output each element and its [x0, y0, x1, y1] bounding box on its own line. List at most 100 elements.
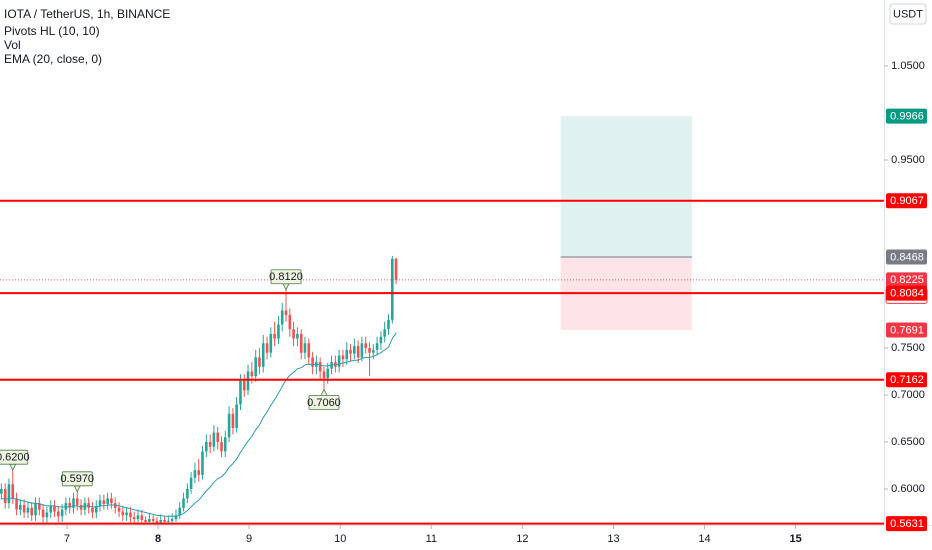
stop-tag-bg	[886, 322, 927, 338]
level-tag-bg	[886, 285, 927, 301]
candle-body	[53, 505, 56, 512]
y-tick-label: 1.0500	[891, 60, 925, 72]
x-tick-label: 12	[516, 533, 528, 545]
candle-body	[375, 343, 379, 350]
candle-body	[178, 507, 182, 516]
x-tick-label: 10	[334, 533, 346, 545]
candle-body	[193, 470, 197, 478]
x-tick-label: 15	[790, 533, 802, 545]
y-tick-label: 0.6000	[891, 483, 925, 495]
candle-body	[56, 511, 60, 517]
candle-body	[98, 500, 102, 506]
candle-body	[129, 512, 132, 518]
candle-body	[292, 329, 295, 339]
candle-body	[7, 484, 11, 504]
candle-body	[364, 343, 368, 348]
candle-body	[273, 333, 276, 339]
entry-tag-bg	[886, 249, 927, 265]
candle-body	[34, 503, 37, 516]
x-tick-label: 11	[426, 533, 437, 545]
x-tick-label: 13	[607, 533, 619, 545]
target-zone	[560, 116, 692, 258]
candle-body	[205, 441, 208, 452]
currency-button[interactable]	[889, 3, 927, 25]
pivot-box	[270, 269, 302, 285]
candle-body	[72, 498, 75, 508]
candle-body	[345, 349, 349, 360]
candle-body	[208, 441, 212, 447]
candle-body	[311, 357, 314, 367]
candle-body	[212, 432, 216, 447]
candle-body	[387, 319, 390, 330]
candle-body	[201, 451, 204, 475]
candle-body	[136, 515, 140, 520]
candle-body	[394, 258, 398, 280]
level-tag-bg	[886, 372, 927, 388]
candle-body	[140, 515, 144, 521]
x-tick-label: 9	[246, 533, 252, 545]
candle-body	[30, 507, 33, 516]
candle-body	[110, 498, 113, 504]
pivot-box	[308, 394, 340, 410]
currency-label[interactable]: USDT	[893, 8, 923, 20]
ema-line	[1, 332, 397, 517]
candle-body	[144, 520, 147, 522]
candle-body	[349, 349, 352, 354]
candle-body	[371, 349, 375, 353]
pivot-label: 0.8120	[269, 271, 303, 283]
indicator-label: EMA (20, close, 0)	[4, 52, 102, 66]
candle-body	[391, 258, 394, 320]
candle-body	[227, 413, 231, 438]
x-tick-label: 8	[155, 533, 161, 545]
candle-body	[117, 507, 121, 512]
candle-body	[280, 310, 284, 325]
candle-body	[60, 509, 64, 517]
target-tag: 0.9966	[890, 111, 924, 123]
candle-body	[299, 333, 303, 353]
candle-body	[155, 520, 159, 523]
candle-body	[163, 520, 166, 522]
candle-body	[258, 357, 261, 367]
candle-body	[269, 333, 273, 353]
candle-body	[383, 329, 386, 337]
candle-body	[231, 413, 235, 428]
candle-body	[167, 520, 170, 522]
candle-body	[197, 470, 201, 475]
candle-body	[186, 488, 189, 499]
candle-body	[91, 507, 94, 513]
candle-body	[148, 519, 151, 522]
pivot-label: 0.5970	[60, 473, 94, 485]
candle-body	[11, 484, 15, 499]
candle-body	[261, 343, 265, 367]
candle-body	[182, 498, 185, 508]
level-tag-bg	[886, 193, 927, 209]
candle-body	[379, 336, 383, 344]
candle-body	[15, 498, 18, 510]
level-tag-bg	[886, 516, 927, 532]
candle-body	[106, 498, 109, 505]
candle-body	[68, 503, 71, 508]
candle-body	[322, 371, 326, 379]
candle-body	[303, 343, 307, 353]
pivot-box	[0, 449, 29, 465]
indicator-label: Vol	[4, 38, 21, 52]
candle-body	[121, 511, 125, 516]
candle-body	[22, 504, 26, 513]
candle-body	[277, 324, 280, 339]
overlay: 0.6200 0.5970 0.8120 0.7060	[0, 199, 884, 525]
candle-body	[326, 368, 330, 379]
candle-body	[216, 432, 219, 442]
candle-body	[132, 517, 136, 520]
chart-title: IOTA / TetherUS, 1h, BINANCE	[4, 7, 170, 21]
candle-body	[265, 343, 269, 353]
level-tag: 0.7162	[890, 374, 924, 386]
y-tick-label: 0.7500	[891, 342, 925, 354]
candle-body	[284, 310, 288, 316]
candle-body	[296, 333, 299, 339]
pivot-label: 0.7060	[307, 397, 341, 409]
candle-body	[38, 503, 41, 510]
candle-body	[360, 343, 364, 358]
pivot-box	[61, 471, 93, 487]
pivot-label: 0.6200	[0, 452, 30, 464]
candle-body	[235, 404, 238, 428]
